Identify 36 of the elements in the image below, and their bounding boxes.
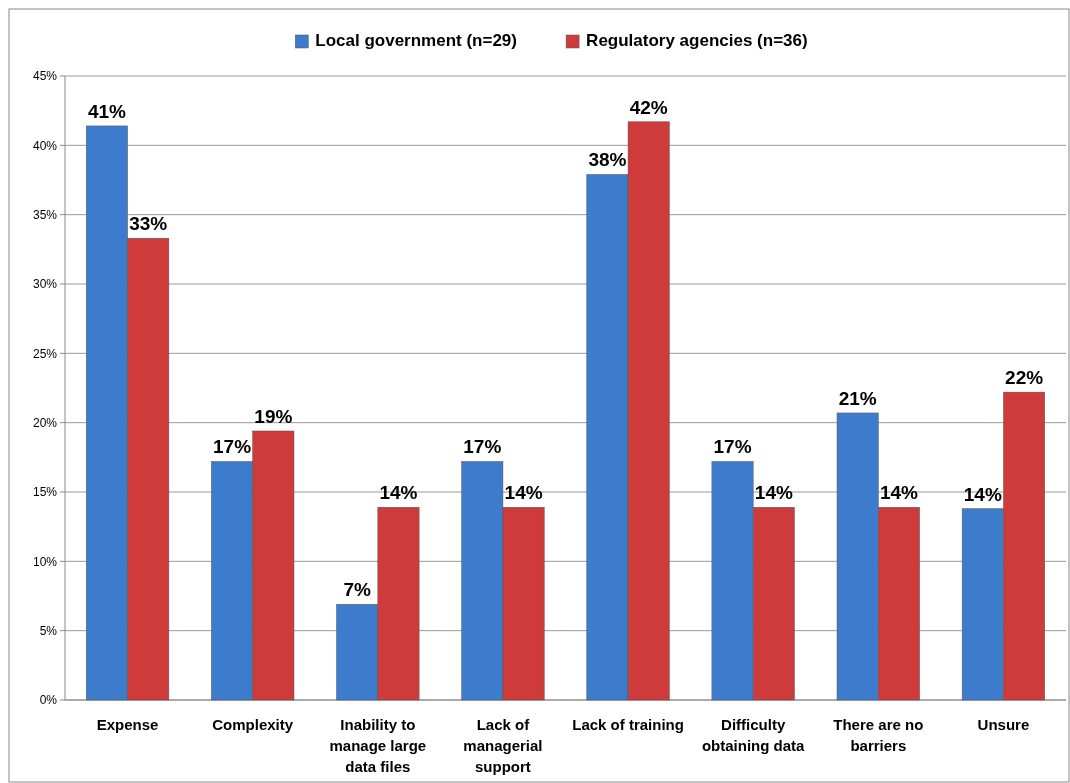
x-tick-label: Difficulty obtaining data <box>701 716 806 754</box>
data-label: 7% <box>343 579 371 601</box>
data-label: 14% <box>963 483 1002 505</box>
x-tick-label: There are no barriers <box>833 716 924 754</box>
data-label: 33% <box>129 213 168 235</box>
x-tick-label: Complexity <box>212 716 294 733</box>
x-tick-label: Lack of managerial support <box>463 716 543 775</box>
legend-label: Regulatory agencies (n=36) <box>586 31 808 50</box>
data-label: 14% <box>504 482 543 504</box>
data-label: 17% <box>463 436 502 458</box>
legend-label: Local government (n=29) <box>315 31 517 50</box>
data-label: 38% <box>588 149 627 171</box>
y-tick-label: 35% <box>32 207 58 222</box>
data-label: 14% <box>379 482 418 504</box>
data-label: 42% <box>629 96 668 118</box>
x-tick-label: Unsure <box>977 716 1030 733</box>
y-tick-label: 5% <box>39 623 58 638</box>
data-label: 17% <box>213 436 252 458</box>
x-tick-label: Expense <box>96 716 159 733</box>
data-label: 14% <box>879 482 919 504</box>
y-tick-label: 20% <box>32 415 58 430</box>
y-tick-label: 15% <box>32 485 58 500</box>
data-label: 17% <box>713 436 752 458</box>
data-label: 21% <box>838 387 877 409</box>
y-tick-label: 0% <box>39 693 58 708</box>
x-tick-label: Inability to manage large data files <box>329 716 427 775</box>
y-tick-label: 25% <box>32 346 58 361</box>
data-label: 41% <box>87 100 127 122</box>
x-tick-label: Lack of training <box>572 716 684 733</box>
data-label: 14% <box>754 482 793 504</box>
y-tick-label: 45% <box>32 69 58 84</box>
y-tick-label: 40% <box>32 138 58 153</box>
y-tick-label: 30% <box>32 277 58 292</box>
y-tick-label: 10% <box>32 554 58 569</box>
data-label: 19% <box>254 405 293 427</box>
data-label: 22% <box>1005 367 1044 389</box>
